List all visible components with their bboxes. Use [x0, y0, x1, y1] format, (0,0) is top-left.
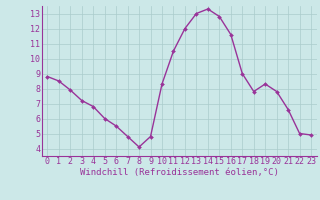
X-axis label: Windchill (Refroidissement éolien,°C): Windchill (Refroidissement éolien,°C)	[80, 168, 279, 177]
